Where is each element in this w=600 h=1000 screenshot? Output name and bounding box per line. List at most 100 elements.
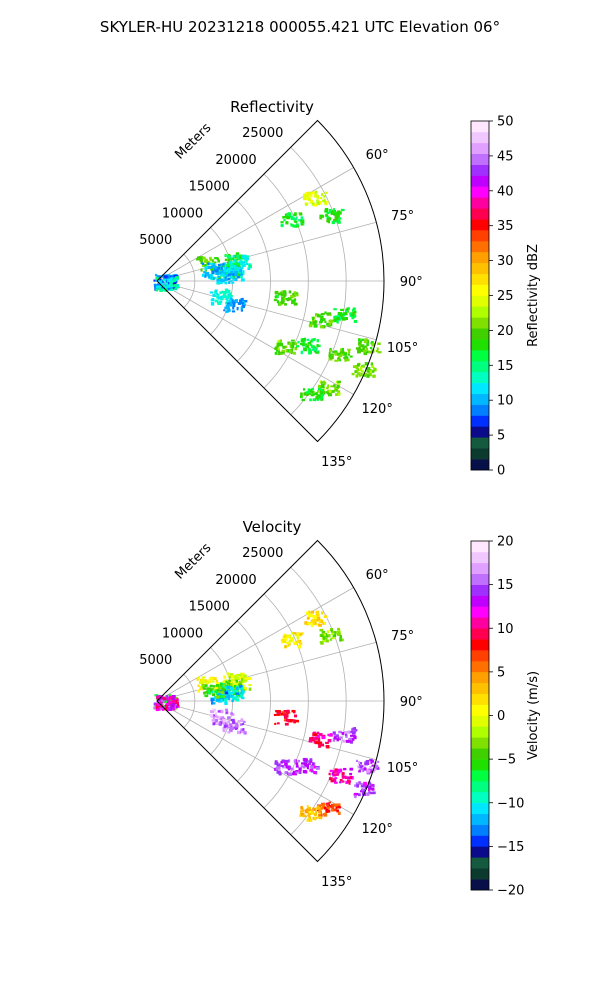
echo-gate	[316, 344, 319, 348]
echo-gate	[301, 398, 305, 402]
echo-gate	[206, 681, 210, 684]
echo-gate	[319, 807, 324, 810]
echo-gate	[291, 638, 294, 642]
echo-gate	[230, 261, 234, 264]
colorbar-tick-label: 45	[497, 149, 514, 164]
echo-gate	[170, 707, 173, 711]
echo-gate	[229, 676, 233, 679]
echo-gate	[237, 693, 241, 696]
echo-gate	[162, 699, 165, 703]
echo-gate	[300, 805, 303, 809]
echo-gate	[214, 290, 217, 294]
echo-gate	[278, 292, 281, 296]
echo-gate	[215, 679, 219, 684]
echo-gate	[280, 764, 284, 767]
echo-gate	[167, 287, 171, 291]
echo-gate	[330, 803, 334, 807]
echo-gate	[329, 769, 333, 772]
echo-gate	[310, 193, 313, 198]
echo-gate	[317, 390, 321, 393]
echo-gate	[357, 349, 360, 353]
echo-gate	[376, 347, 379, 351]
colorbar-swatch	[471, 393, 489, 405]
radial-tick-label: 25000	[242, 546, 283, 561]
echo-gate	[312, 317, 315, 320]
colorbar-swatch	[471, 121, 489, 133]
echo-gate	[335, 806, 338, 809]
echo-gate	[274, 290, 279, 295]
echo-gate	[238, 680, 242, 684]
echo-gate	[332, 350, 336, 354]
echo-gate	[317, 623, 321, 627]
echo-gate	[295, 762, 298, 765]
echo-gate	[319, 325, 324, 329]
echo-gate	[158, 697, 161, 701]
echo-gate	[372, 374, 376, 378]
echo-gate	[299, 395, 303, 399]
echo-gate	[222, 721, 225, 725]
echo-gate	[224, 288, 229, 292]
echo-gate	[335, 352, 339, 356]
echo-gate	[166, 278, 170, 283]
echo-gate	[243, 300, 248, 303]
echo-gate	[221, 695, 226, 698]
echo-gate	[327, 324, 331, 327]
echo-gate	[209, 262, 214, 265]
echo-gate	[204, 691, 208, 694]
echo-gate	[206, 687, 211, 691]
echo-gate	[377, 342, 381, 346]
echo-gate	[315, 351, 319, 354]
echo-gate	[307, 806, 311, 810]
echo-cluster	[280, 212, 305, 228]
echo-gate	[160, 282, 165, 285]
echo-gate	[196, 677, 199, 681]
colorbar-swatch	[471, 573, 489, 585]
echo-gate	[284, 637, 288, 641]
echo-gate	[287, 212, 290, 216]
echo-gate	[294, 714, 298, 718]
echo-gate	[243, 720, 246, 724]
colorbar-tick-label: −15	[497, 840, 524, 855]
echo-gate	[228, 273, 232, 276]
echo-gate	[276, 770, 281, 774]
echo-gate	[328, 777, 333, 781]
echo-gate	[367, 768, 371, 771]
echo-gate	[236, 275, 240, 279]
angle-tick-label: 135°	[321, 455, 352, 470]
grid-spoke	[156, 587, 354, 702]
echo-gate	[229, 683, 232, 687]
echo-gate	[336, 212, 341, 216]
colorbar-swatch	[471, 404, 489, 416]
echo-gate	[328, 357, 333, 361]
colorbar-tick-label: 20	[497, 324, 514, 339]
echo-gate	[215, 692, 218, 696]
echo-gate	[227, 277, 231, 281]
echo-gate	[359, 765, 364, 768]
echo-gate	[158, 287, 161, 290]
echo-gate	[201, 273, 205, 277]
echo-gate	[230, 257, 233, 260]
echo-gate	[334, 350, 338, 354]
echo-gate	[310, 610, 315, 614]
echo-gate	[331, 390, 335, 393]
echo-gate	[293, 719, 296, 723]
echo-gate	[159, 704, 164, 708]
echo-gate	[354, 795, 357, 799]
echo-gate	[204, 266, 208, 269]
echo-gate	[156, 703, 159, 706]
colorbar-swatch	[471, 704, 489, 716]
colorbar-swatch	[471, 802, 489, 814]
echo-gate	[280, 297, 285, 300]
echo-gate	[310, 765, 314, 769]
echo-gate	[212, 716, 216, 720]
echo-gate	[233, 685, 237, 688]
echo-gate	[327, 312, 332, 315]
echo-gate	[216, 272, 220, 275]
echo-gate	[297, 633, 300, 636]
echo-gate	[335, 773, 340, 776]
echo-gate	[200, 268, 203, 272]
radial-tick-label: 10000	[162, 206, 203, 221]
echo-gate	[299, 213, 303, 216]
echo-cluster	[228, 673, 252, 691]
echo-gate	[358, 338, 361, 342]
